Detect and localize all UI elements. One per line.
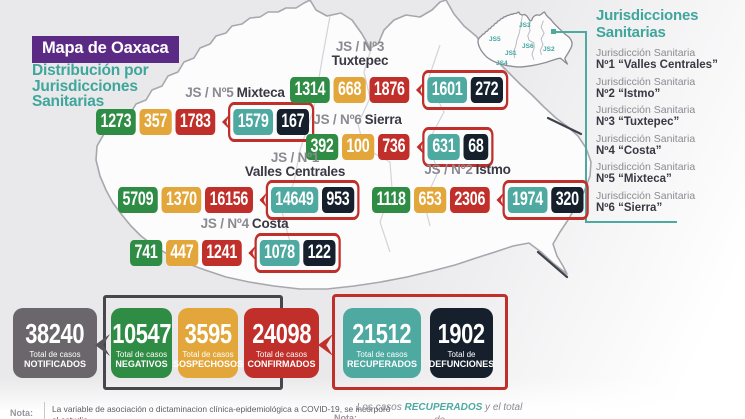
jurisdiction-label-valles-centrales: JS / Nº1 Valles Centrales: [244, 150, 346, 179]
badge-sospechosos: 447: [165, 240, 198, 266]
legend-item-valles-centrales: Jurisdicción Sanitaria Nº1 “Valles Centr…: [596, 47, 718, 71]
minimap-label-js4: JS4: [496, 60, 508, 67]
badge-sospechosos: 357: [139, 109, 172, 135]
minimap-label-js1: JS1: [505, 50, 517, 57]
badge-sospechosos: 100: [341, 134, 374, 160]
page-title-text: Mapa de Oaxaca: [42, 39, 169, 57]
connector-dot: [551, 29, 556, 34]
recovered-deaths-group: 631 68: [422, 127, 494, 167]
badge-defunciones: 272: [470, 77, 503, 103]
arrow-confirmados-to-outcomes: [318, 334, 333, 356]
legend-item-istmo: Jurisdicción Sanitaria Nº2 “Istmo”: [596, 75, 696, 100]
jurisdiction-label-mixteca: JS / Nº5 Mixteca: [185, 85, 285, 100]
jurisdiction-stats-istmo: 1118 653 2306 1974 320: [372, 180, 589, 220]
recovered-deaths-group: 14649 953: [265, 180, 360, 220]
recuperados-highlight: RECUPERADOS: [404, 402, 483, 413]
badge-negativos: 1273: [96, 109, 136, 135]
badge-confirmados: 1876: [369, 77, 410, 103]
badge-negativos: 392: [306, 134, 339, 160]
recovered-deaths-group: 1601 272: [421, 70, 509, 110]
jurisdiction-stats-sierra: 392 100 736 631 68: [306, 127, 494, 167]
badge-negativos: 741: [130, 240, 163, 266]
badge-recuperados: 1974: [507, 187, 548, 213]
badge-recuperados: 1601: [427, 77, 468, 103]
badge-negativos: 1314: [290, 77, 330, 103]
badge-defunciones: 122: [303, 240, 336, 266]
outcome-group-outline: [332, 294, 508, 390]
badge-negativos: 5709: [118, 187, 158, 213]
note-left-text: La variable de asociación o dictaminacio…: [52, 404, 391, 419]
jurisdiction-stats-valles-centrales: 5709 1370 16156 14649 953: [118, 180, 360, 220]
legend-border-bottom: [585, 221, 677, 223]
total-defunciones-card: 1902 Total de DEFUNCIONES: [429, 308, 494, 378]
minimap-label-js6: JS6: [522, 43, 534, 50]
page-subtitle: Distribución por Jurisdicciones Sanitari…: [32, 62, 149, 110]
total-confirmados-card: 24098 Total de casos CONFIRMADOS: [244, 308, 319, 378]
badge-defunciones: 953: [321, 187, 354, 213]
badge-defunciones: 167: [276, 109, 309, 135]
badge-sospechosos: 668: [333, 77, 366, 103]
recovered-deaths-group: 1579 167: [227, 102, 315, 142]
badge-confirmados: 736: [377, 134, 410, 160]
recovered-deaths-group: 1078 122: [254, 233, 341, 273]
note-right-text: Los casos RECUPERADOS y el total de DEFU…: [356, 402, 523, 419]
badge-recuperados: 1078: [259, 240, 300, 266]
total-negativos-card: 10547 Total de casos NEGATIVOS: [111, 308, 172, 378]
total-notificados-card: 38240 Total de casos NOTIFICADOS: [13, 308, 97, 378]
badge-recuperados: 14649: [270, 187, 319, 213]
badge-sospechosos: 1370: [161, 187, 202, 213]
legend: Jurisdicciones Sanitarias Jurisdicción S…: [596, 7, 744, 218]
badge-defunciones: 320: [551, 187, 584, 213]
badge-confirmados: 1241: [201, 240, 242, 266]
badge-defunciones: 68: [463, 134, 489, 160]
note-right-label: Nota:: [334, 413, 357, 419]
badge-confirmados: 1783: [175, 109, 216, 135]
legend-header: Jurisdicciones Sanitarias: [596, 7, 699, 41]
legend-item-sierra: Jurisdicción Sanitaria Nº6 “Sierra”: [596, 189, 696, 214]
badge-recuperados: 1579: [233, 109, 274, 135]
jurisdiction-label-tuxtepec: JS / Nº3 Tuxtepec: [331, 39, 389, 68]
minimap-label-js2: JS2: [543, 46, 555, 53]
page-title: Mapa de Oaxaca: [32, 36, 179, 63]
legend-item-costa: Jurisdicción Sanitaria Nº4 “Costa”: [596, 132, 696, 157]
jurisdiction-stats-costa: 741 447 1241 1078 122: [130, 233, 341, 273]
note-divider: [44, 402, 45, 419]
note-left-label: Nota:: [10, 408, 33, 418]
legend-item-mixteca: Jurisdicción Sanitaria Nº5 “Mixteca”: [596, 161, 696, 185]
badge-sospechosos: 653: [413, 187, 447, 213]
badge-confirmados: 2306: [449, 187, 490, 213]
badge-negativos: 1118: [372, 187, 411, 213]
jurisdiction-stats-tuxtepec: 1314 668 1876 1601 272: [290, 70, 509, 110]
jurisdiction-stats-mixteca: 1273 357 1783 1579 167: [96, 102, 315, 142]
legend-border-left: [585, 31, 587, 223]
total-recuperados-card: 21512 Total de casos RECUPERADOS: [343, 308, 421, 378]
badge-confirmados: 16156: [205, 187, 253, 213]
badge-recuperados: 631: [427, 134, 460, 160]
minimap-label-js5: JS5: [489, 36, 501, 43]
recovered-deaths-group: 1974 320: [502, 180, 589, 220]
minimap-label-js3: JS3: [519, 22, 531, 29]
jurisdiction-label-costa: JS / Nº4 Costa: [200, 216, 289, 231]
connector-line-horizontal: [556, 31, 585, 33]
jurisdiction-label-istmo: JS / Nº2 Istmo: [424, 162, 511, 177]
total-sospechosos-card: 3595 Total de casos SOSPECHOSOS: [173, 308, 243, 378]
jurisdiction-label-sierra: JS / Nº6 Sierra: [313, 112, 402, 127]
legend-item-tuxtepec: Jurisdicción Sanitaria Nº3 “Tuxtepec”: [596, 104, 696, 128]
